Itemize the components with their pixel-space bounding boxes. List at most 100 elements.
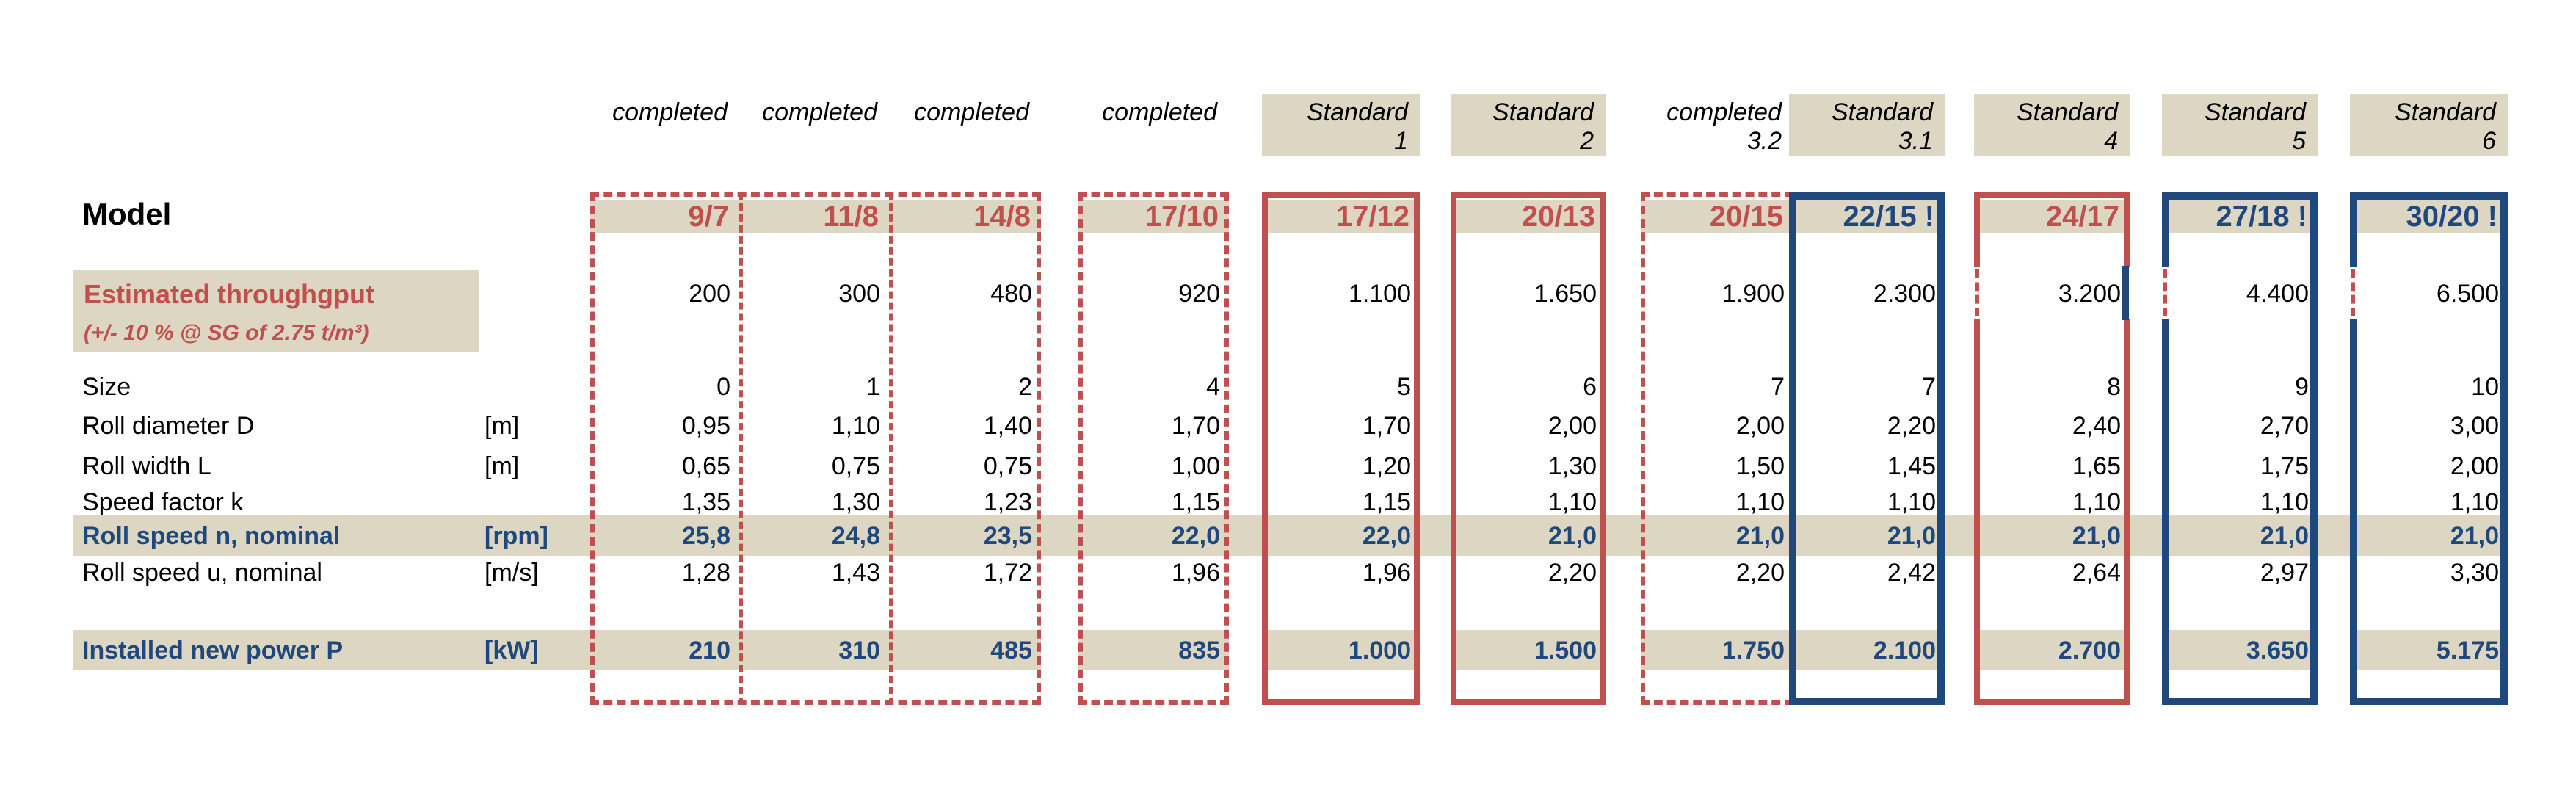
header-line2: 5 xyxy=(2292,127,2306,155)
cell-width-24-17: 1,65 xyxy=(2072,452,2121,480)
cell-n-27-18--: 21,0 xyxy=(2260,522,2309,550)
cell-u-9-7: 1,28 xyxy=(681,559,730,587)
model-cell-17-12: 17/12 xyxy=(1335,200,1409,233)
cell-n-20-15: 21,0 xyxy=(1735,522,1785,550)
throughput-label: Estimated throughgput xyxy=(84,279,374,309)
box-20-15 xyxy=(1641,192,1793,705)
cell-diameter-17-10: 1,70 xyxy=(1171,412,1220,440)
cell-size-14-8: 2 xyxy=(1018,373,1032,401)
unit-roll-width: [m] xyxy=(485,452,520,480)
installed-power-band xyxy=(2350,630,2508,670)
header-line2: 4 xyxy=(2104,127,2118,155)
cell-throughput-22-15--: 2.300 xyxy=(1873,280,1936,308)
box-20-13 xyxy=(1451,192,1606,705)
cell-size-17-12: 5 xyxy=(1397,373,1411,401)
cell-power-27-18--: 3.650 xyxy=(2246,637,2309,665)
header-line2: 1 xyxy=(1394,127,1408,155)
header-line1: Standard xyxy=(1307,98,1408,126)
box-22-15 xyxy=(1789,192,1945,705)
cell-width-14-8: 0,75 xyxy=(983,452,1032,480)
cell-u-30-20--: 3,30 xyxy=(2450,559,2499,587)
cell-n-11-8: 24,8 xyxy=(831,522,880,550)
cell-u-11-8: 1,43 xyxy=(831,559,880,587)
model-row-band xyxy=(2350,200,2508,233)
header-line1: Standard xyxy=(2395,98,2496,126)
installed-power-band xyxy=(1451,630,1606,670)
cell-diameter-11-8: 1,10 xyxy=(831,412,880,440)
cell-diameter-17-12: 1,70 xyxy=(1362,412,1411,440)
header-line1: completed xyxy=(1102,98,1217,126)
cell-width-17-12: 1,20 xyxy=(1362,452,1411,480)
model-row-band xyxy=(590,200,1041,233)
cell-power-9-7: 210 xyxy=(689,637,730,665)
cell-power-20-13: 1.500 xyxy=(1534,637,1597,665)
cell-diameter-20-15: 2,00 xyxy=(1735,412,1785,440)
model-row-band xyxy=(1974,200,2130,233)
cell-power-11-8: 310 xyxy=(838,637,880,665)
cell-n-17-10: 22,0 xyxy=(1171,522,1220,550)
cell-size-27-18--: 9 xyxy=(2295,373,2309,401)
header-line1: Standard xyxy=(1832,98,1933,126)
cell-n-9-7: 25,8 xyxy=(681,522,730,550)
model-row-band xyxy=(1078,200,1229,233)
model-cell-17-10: 17/10 xyxy=(1144,200,1219,233)
model-row-band xyxy=(1451,200,1606,233)
column-header-27-18--: Standard 5 xyxy=(2162,94,2318,156)
box-30-20 xyxy=(2350,192,2508,705)
cell-n-24-17: 21,0 xyxy=(2072,522,2121,550)
header-line2: 3.1 xyxy=(1898,127,1933,155)
model-cell-11-8: 11/8 xyxy=(823,200,879,233)
header-line2: 6 xyxy=(2482,127,2496,155)
cell-n-20-13: 21,0 xyxy=(1548,522,1597,550)
cell-throughput-20-15: 1.900 xyxy=(1721,280,1785,308)
cell-u-22-15--: 2,42 xyxy=(1887,559,1936,587)
header-line2: 3.2 xyxy=(1746,127,1782,155)
cell-throughput-20-13: 1.650 xyxy=(1534,280,1597,308)
box-17-12 xyxy=(1262,192,1420,705)
cell-k-17-12: 1,15 xyxy=(1362,488,1411,516)
cell-width-20-13: 1,30 xyxy=(1548,452,1597,480)
cell-diameter-24-17: 2,40 xyxy=(2072,412,2121,440)
cell-power-14-8: 485 xyxy=(990,637,1032,665)
cell-k-22-15--: 1,10 xyxy=(1887,488,1936,516)
throughput-label-band xyxy=(73,270,479,352)
cell-k-27-18--: 1,10 xyxy=(2260,488,2309,516)
cell-size-9-7: 0 xyxy=(716,373,730,401)
cell-k-11-8: 1,30 xyxy=(831,488,880,516)
model-row-band xyxy=(1262,200,1420,233)
column-header-20-13: Standard 2 xyxy=(1451,94,1606,156)
cell-size-11-8: 1 xyxy=(866,373,880,401)
column-header-17-10: completed xyxy=(1078,94,1229,156)
cell-k-20-13: 1,10 xyxy=(1548,488,1597,516)
cell-throughput-17-12: 1.100 xyxy=(1348,280,1411,308)
column-header-24-17: Standard 4 xyxy=(1974,94,2130,156)
column-header-22-15--: Standard 3.1 xyxy=(1789,94,1945,156)
unit-roll-speed-u: [m/s] xyxy=(485,559,539,587)
column-header-30-20--: Standard 6 xyxy=(2350,94,2508,156)
cell-u-24-17: 2,64 xyxy=(2072,559,2121,587)
cell-k-17-10: 1,15 xyxy=(1171,488,1220,516)
cell-power-24-17: 2.700 xyxy=(2058,637,2121,665)
cell-diameter-27-18--: 2,70 xyxy=(2260,412,2309,440)
cell-u-14-8: 1,72 xyxy=(983,559,1032,587)
header-line1: completed xyxy=(914,98,1029,126)
cell-throughput-14-8: 480 xyxy=(990,280,1032,308)
cell-u-20-15: 2,20 xyxy=(1735,559,1785,587)
installed-power-band xyxy=(73,630,1041,670)
cell-u-20-13: 2,20 xyxy=(1548,559,1597,587)
dashed-accent-segment xyxy=(2351,269,2355,316)
unit-installed-power: [kW] xyxy=(485,637,539,665)
cell-k-9-7: 1,35 xyxy=(681,488,730,516)
header-line1: completed xyxy=(1666,98,1782,126)
header-line1: completed xyxy=(612,98,728,126)
cell-n-22-15--: 21,0 xyxy=(1887,522,1936,550)
header-line1: Standard xyxy=(2017,98,2118,126)
box-27-18 xyxy=(2162,192,2318,705)
cell-size-22-15--: 7 xyxy=(1922,373,1936,401)
row-label-speed-factor: Speed factor k xyxy=(82,488,244,516)
cell-throughput-17-10: 920 xyxy=(1178,280,1220,308)
dashed-accent-segment xyxy=(2163,269,2167,316)
cell-diameter-30-20--: 3,00 xyxy=(2450,412,2499,440)
cell-width-30-20--: 2,00 xyxy=(2450,452,2499,480)
